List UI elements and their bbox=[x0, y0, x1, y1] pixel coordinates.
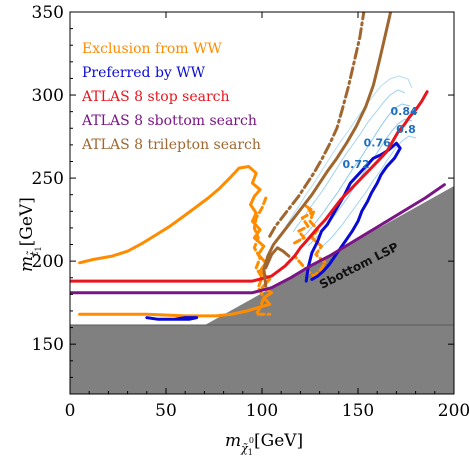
y-axis-title-main: m bbox=[17, 256, 37, 272]
y-tick-label: 350 bbox=[32, 3, 64, 23]
contour-line-outer bbox=[285, 75, 413, 227]
y-tick-label: 200 bbox=[32, 252, 64, 272]
series-layer bbox=[70, 12, 446, 321]
y-tick-label: 300 bbox=[32, 86, 64, 106]
x-axis-title-sup: 0 bbox=[249, 436, 254, 445]
series-line-4 bbox=[145, 316, 199, 321]
x-axis: 0 50 100 150 200 bbox=[65, 12, 469, 421]
y-axis-title-unit: [GeV] bbox=[17, 197, 37, 246]
gray-regions bbox=[70, 186, 454, 394]
series-line-8 bbox=[268, 12, 366, 238]
series-line-6 bbox=[70, 183, 446, 295]
x-tick-label: 150 bbox=[342, 401, 374, 421]
series-line-3 bbox=[304, 141, 402, 283]
contour-label-0: 0.84 bbox=[391, 105, 418, 118]
x-axis-title-sub: χ̃ bbox=[240, 442, 249, 455]
x-axis-title: mχ̃1 0[GeV] bbox=[225, 431, 303, 457]
contour-line-0-76 bbox=[299, 103, 411, 241]
contour-line-0-84 bbox=[315, 135, 417, 253]
y-axis-title-sub: t̃ bbox=[27, 251, 41, 256]
legend: Exclusion from WW Preferred by WW ATLAS 8 … bbox=[81, 41, 261, 153]
y-tick-label: 150 bbox=[32, 335, 64, 355]
series-line-7 bbox=[262, 12, 393, 288]
legend-entry-1: Preferred by WW bbox=[82, 65, 206, 81]
x-axis-title-unit: [GeV] bbox=[254, 431, 303, 451]
series-line-1 bbox=[252, 196, 272, 316]
y-axis-title: mt̃1[GeV] bbox=[17, 197, 43, 272]
series-line-5 bbox=[70, 90, 429, 283]
legend-entry-3: ATLAS 8 sbottom search bbox=[81, 113, 257, 129]
contour-label-1: 0.8 bbox=[396, 123, 416, 136]
x-axis-title-main: m bbox=[225, 431, 241, 451]
y-axis: 150 200 250 300 350 bbox=[32, 3, 454, 378]
x-tick-label: 0 bbox=[65, 401, 76, 421]
x-tick-label: 100 bbox=[246, 401, 278, 421]
contour-labels: 0.84 0.8 0.76 0.72 bbox=[343, 105, 418, 171]
x-tick-label: 50 bbox=[155, 401, 177, 421]
legend-entry-4: ATLAS 8 trilepton search bbox=[81, 137, 261, 153]
y-tick-label: 250 bbox=[32, 169, 64, 189]
sbottom-lsp-region bbox=[205, 186, 454, 394]
x-axis-title-sub1: 1 bbox=[248, 448, 253, 457]
y-axis-title-sub1: 1 bbox=[34, 246, 43, 251]
series-line-9 bbox=[264, 246, 291, 270]
contour-label-3: 0.72 bbox=[343, 158, 370, 171]
legend-entry-2: ATLAS 8 stop search bbox=[81, 89, 230, 105]
legend-entry-0: Exclusion from WW bbox=[82, 41, 222, 57]
series-line-0 bbox=[78, 165, 274, 318]
contour-label-2: 0.76 bbox=[364, 137, 391, 150]
x-tick-label: 200 bbox=[438, 401, 469, 421]
